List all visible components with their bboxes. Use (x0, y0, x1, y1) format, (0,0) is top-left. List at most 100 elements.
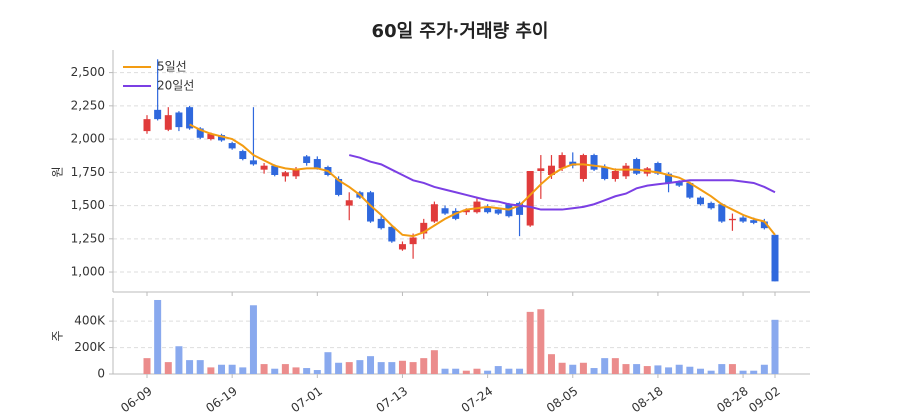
x-tick-label: 06-19 (203, 384, 240, 415)
candle-body (462, 209, 470, 213)
candle-body (547, 165, 555, 175)
candle-body (473, 201, 481, 213)
candle-body (558, 155, 566, 169)
volume-bar (175, 346, 183, 374)
volume-bar (494, 366, 502, 374)
candle-body (196, 128, 204, 138)
volume-bar (696, 368, 704, 374)
volume-bar (356, 360, 364, 374)
candle-body (249, 160, 257, 165)
x-tick-label: 07-24 (459, 384, 496, 415)
volume-bar (154, 299, 162, 374)
x-tick-label: 09-02 (746, 384, 783, 415)
candle-body (579, 155, 587, 179)
volume-bar (398, 360, 406, 374)
volume-bar (164, 362, 172, 374)
candle-body (398, 244, 406, 250)
volume-bar (239, 367, 247, 374)
candle-body (739, 217, 747, 222)
volume-bar (473, 368, 481, 374)
candle-body (633, 159, 641, 174)
volume-bar (622, 364, 630, 374)
volume-bar (750, 370, 758, 374)
volume-bar (558, 362, 566, 374)
candle-body (164, 115, 172, 130)
candle-body (345, 200, 353, 206)
candle-body (175, 112, 183, 128)
volume-bar (547, 354, 555, 374)
candle-body (367, 192, 375, 222)
x-tick-label: 07-13 (374, 384, 411, 415)
candle-body (218, 135, 226, 141)
candle-body (728, 218, 736, 221)
candle-body (143, 119, 151, 132)
volume-bar (303, 368, 311, 374)
volume-bar (335, 362, 343, 374)
candle-body (686, 182, 694, 198)
volume-bar (207, 367, 215, 374)
candle-body (207, 133, 215, 140)
volume-bar (367, 356, 375, 374)
candle-body (718, 204, 726, 222)
candle-body (452, 210, 460, 219)
x-tick-label: 06-09 (118, 384, 155, 415)
volume-bar (601, 358, 609, 374)
candle-body (186, 107, 194, 129)
y-tick-label: 1,250 (71, 231, 105, 245)
candle-body (601, 167, 609, 179)
candle-body (271, 165, 279, 175)
volume-bar (281, 364, 289, 374)
volume-bar (484, 370, 492, 374)
volume-bar (313, 370, 321, 374)
ma-line (348, 154, 776, 211)
volume-axis-label: 주 (51, 330, 65, 341)
volume-bar (654, 365, 662, 374)
volume-bar (579, 362, 587, 374)
candle-body (771, 234, 779, 282)
volume-bar (707, 370, 715, 374)
candle-body (760, 221, 768, 229)
candle-body (335, 178, 343, 195)
y-tick-label: 2,000 (71, 132, 105, 146)
candle-body (313, 159, 321, 169)
volume-bar (665, 367, 673, 374)
candle-body (750, 220, 758, 223)
candle-body (377, 218, 385, 229)
volume-bar (228, 364, 236, 374)
candle-body (696, 197, 704, 205)
candle-body (707, 202, 715, 209)
candle-body (228, 143, 236, 149)
legend-label: 20일선 (157, 79, 194, 93)
volume-bar (218, 364, 226, 374)
volume-bar (196, 360, 204, 374)
candle-body (239, 151, 247, 160)
volume-bar (537, 309, 545, 374)
volume-bar (739, 370, 747, 374)
volume-bar (249, 305, 257, 374)
y-tick-label: 2,500 (71, 65, 105, 79)
volume-bar (760, 364, 768, 374)
candle-body (430, 204, 438, 222)
x-tick-label: 07-01 (288, 384, 325, 415)
legend-label: 5일선 (157, 60, 187, 74)
volume-bar (143, 358, 151, 374)
volume-bar (526, 311, 534, 374)
volume-bar (611, 358, 619, 374)
volume-bar (686, 366, 694, 374)
y-tick-label: 1,500 (71, 198, 105, 212)
volume-bar (718, 364, 726, 374)
candle-body (516, 202, 524, 215)
y-tick-label: 200K (74, 340, 106, 354)
candle-body (260, 165, 268, 170)
volume-bar (271, 368, 279, 374)
y-tick-label: 2,250 (71, 98, 105, 112)
volume-bar (377, 362, 385, 374)
volume-bar (675, 364, 683, 374)
candle-body (303, 156, 311, 164)
volume-bar (345, 362, 353, 374)
x-tick-label: 08-05 (544, 384, 581, 415)
volume-bar (771, 319, 779, 374)
volume-bar (728, 364, 736, 374)
volume-bar (590, 368, 598, 374)
